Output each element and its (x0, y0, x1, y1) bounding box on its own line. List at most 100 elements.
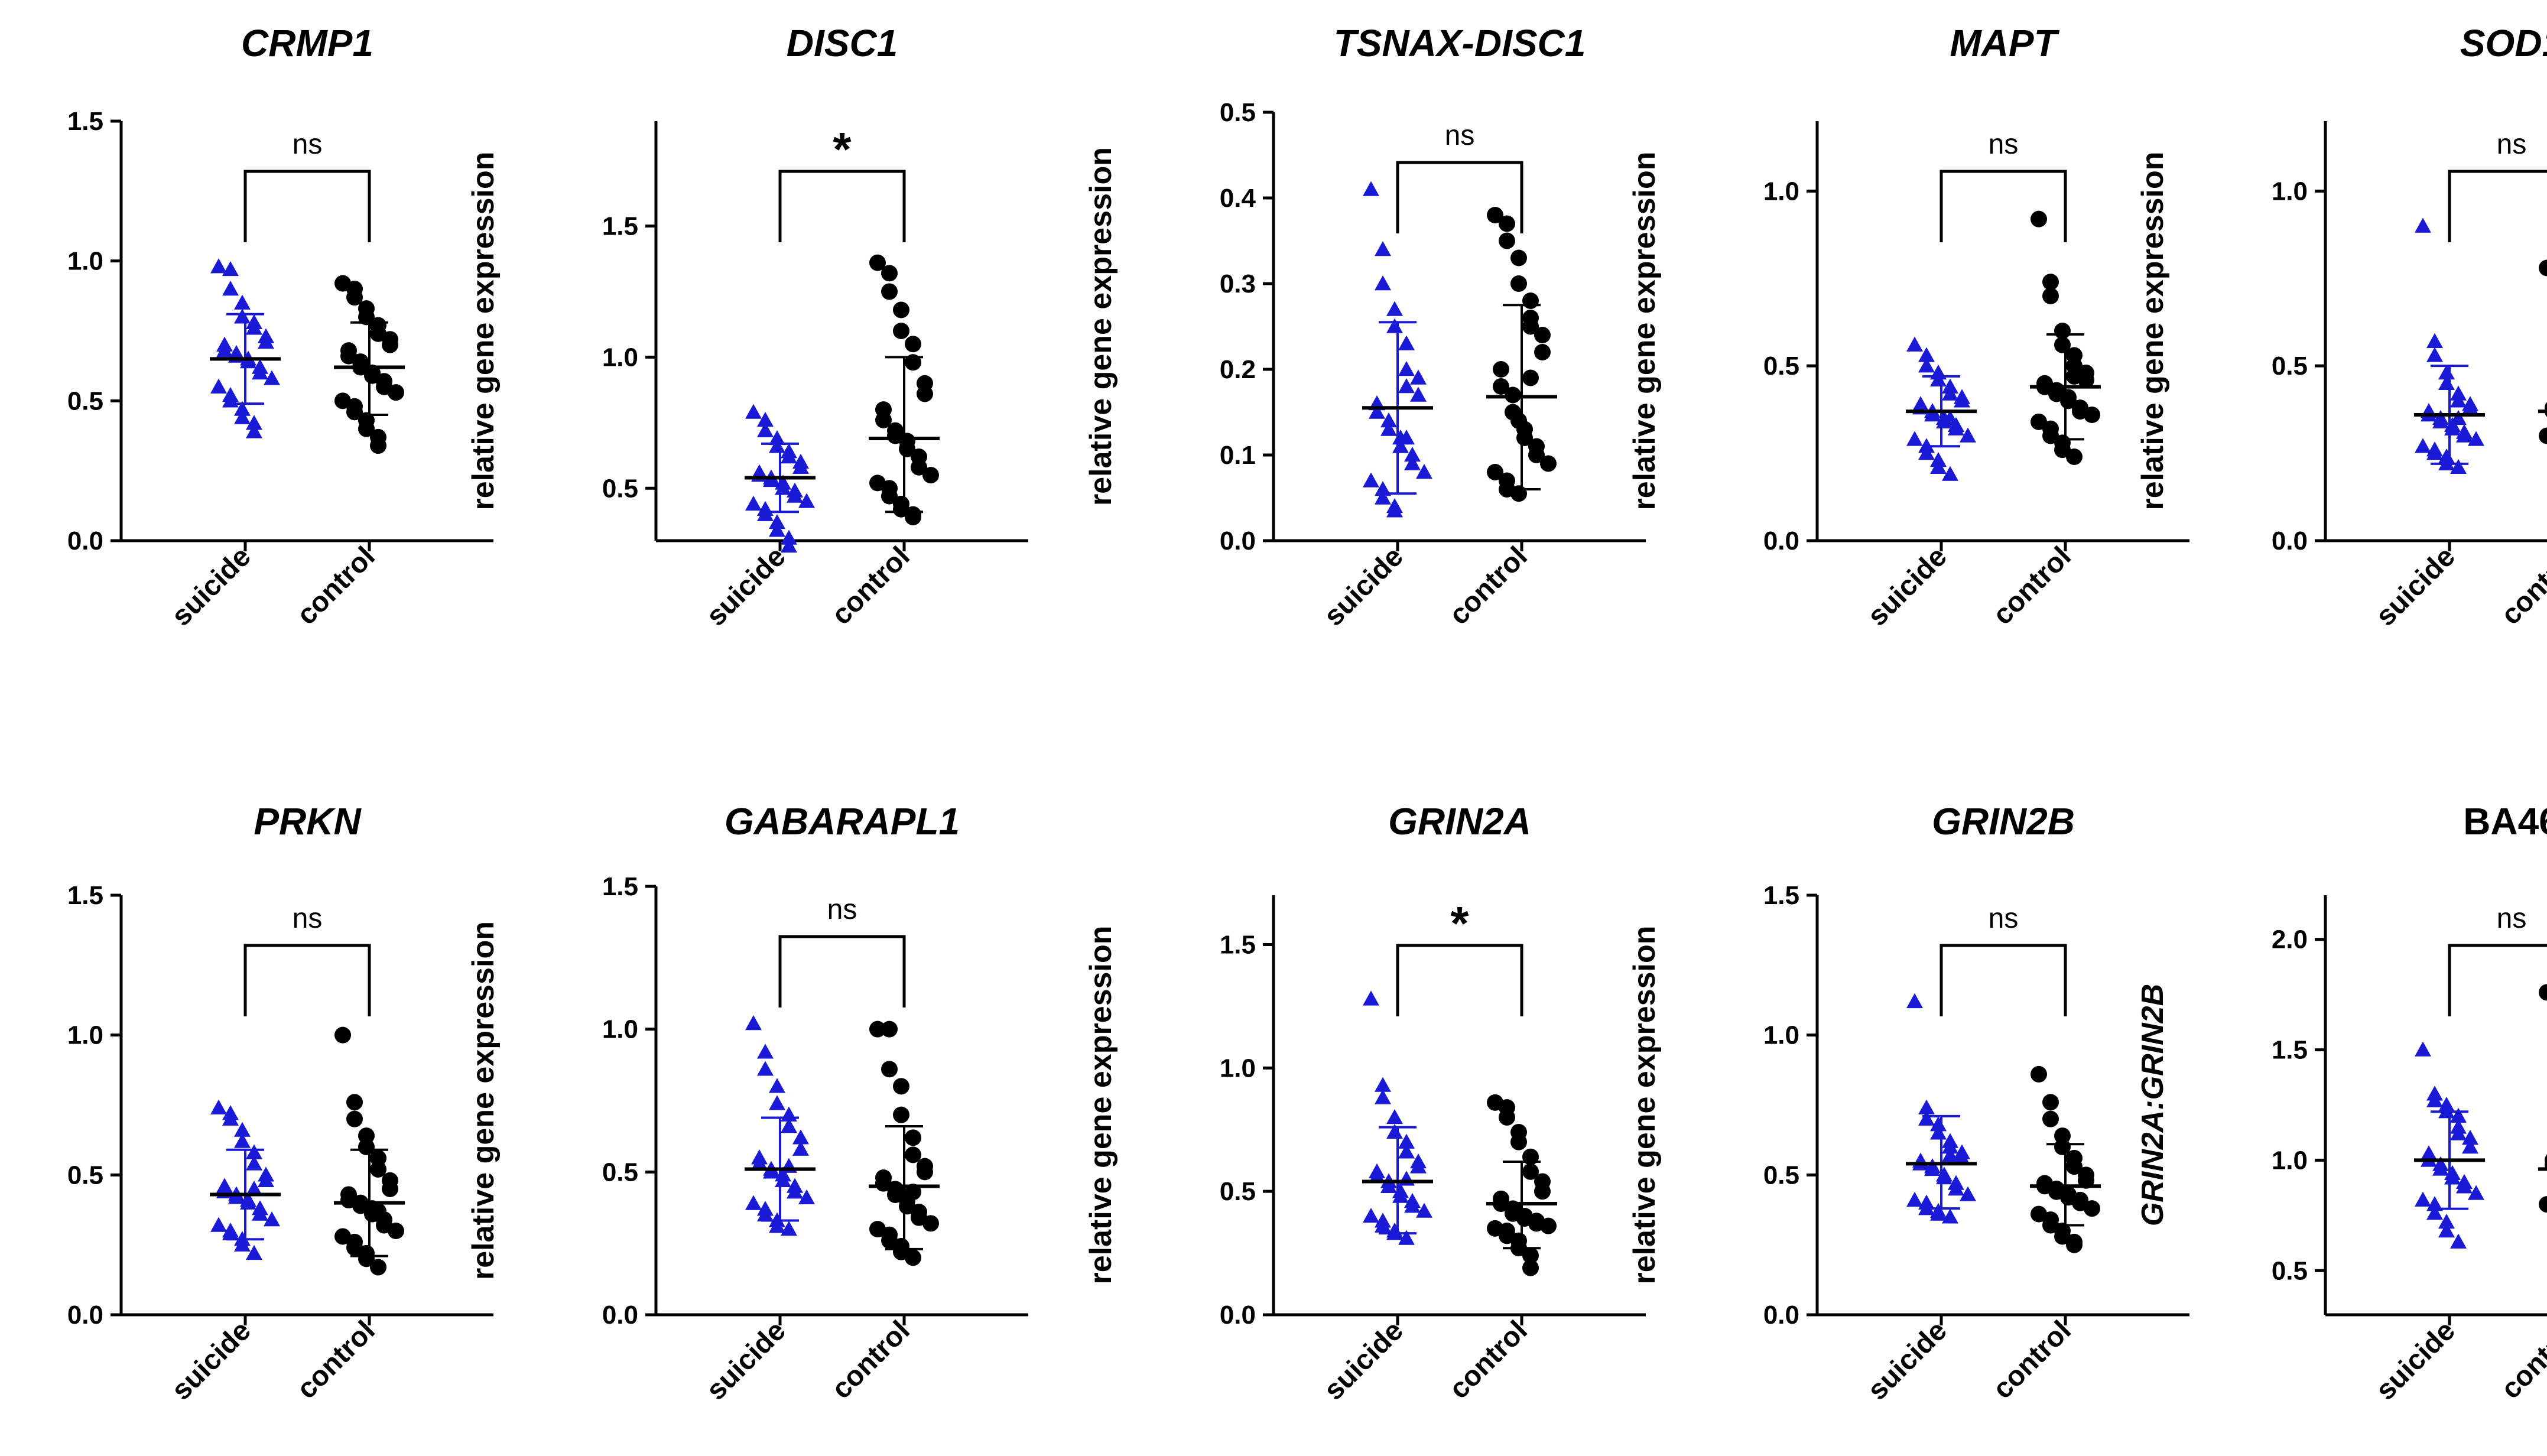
suicide-data-point (787, 1184, 803, 1199)
suicide-data-point (234, 1133, 251, 1148)
control-data-point (1510, 485, 1527, 502)
suicide-data-point (210, 1217, 227, 1232)
control-data-point (2084, 1200, 2100, 1217)
suicide-data-point (1398, 378, 1415, 394)
y-tick-label: 0.0 (1763, 1301, 1799, 1330)
significance-bracket (1396, 944, 1523, 1016)
x-tick-label-control: control (2495, 541, 2547, 630)
suicide-data-point (1960, 1186, 1976, 1201)
suicide-data-point (1930, 1116, 1947, 1132)
x-tick-label-control: control (291, 541, 381, 630)
control-data-point (922, 467, 939, 484)
suicide-data-point (2426, 1092, 2443, 1107)
x-tick-label-suicide: suicide (2370, 541, 2461, 632)
control-data-point (917, 1164, 933, 1181)
suicide-data-point (1906, 336, 1923, 352)
suicide-data-point (1924, 1161, 1941, 1176)
y-tick-label: 1.0 (602, 343, 638, 372)
suicide-data-point (240, 1194, 256, 1210)
chart-panel-crmp1: CRMP1relative gene expression0.00.51.01.… (67, 22, 493, 632)
suicide-data-point (1942, 466, 1958, 481)
control-data-point (346, 1094, 363, 1111)
significance-bracket (2448, 944, 2547, 1016)
control-data-point (905, 1129, 921, 1146)
significance-label: ns (1989, 129, 2019, 160)
panel-title: MAPT (1950, 22, 2059, 64)
suicide-data-point (1375, 1077, 1391, 1092)
suicide-data-point (2415, 1041, 2431, 1057)
control-data-point (2066, 1158, 2083, 1175)
suicide-data-point (258, 333, 274, 349)
control-data-point (1487, 464, 1503, 480)
control-data-point (346, 1110, 363, 1127)
suicide-data-point (1363, 1207, 1379, 1223)
significance-bracket (778, 170, 906, 242)
control-data-point (2054, 1139, 2071, 1155)
y-tick-label: 0.0 (1220, 526, 1256, 555)
suicide-data-point (1392, 438, 1409, 453)
y-tick-label: 0.1 (1220, 441, 1256, 470)
suicide-data-point (234, 409, 251, 424)
suicide-data-point (222, 281, 239, 296)
chart-panel-sod1: SOD1 relative gene expression 0.0 0.5 1.0 sui… (2136, 22, 2547, 632)
control-data-point (1522, 292, 1539, 309)
control-data-point (1522, 1148, 1539, 1165)
control-data-point (2042, 1110, 2059, 1127)
significance-label: ns (827, 894, 857, 925)
control-data-point (2031, 1065, 2047, 1083)
control-data-point (382, 336, 398, 353)
suicide-data-point (2450, 392, 2467, 408)
suicide-data-point (769, 1218, 785, 1233)
suicide-data-point (246, 415, 262, 430)
y-tick-label: 1.5 (2272, 1036, 2308, 1065)
suicide-data-point (2438, 455, 2455, 471)
control-data-point (1534, 327, 1551, 343)
suicide-data-point (2438, 1214, 2455, 1229)
significance-bracket (243, 944, 371, 1016)
suicide-data-point (2415, 438, 2431, 453)
panel-title: CRMP1 (241, 22, 373, 64)
x-tick-label-suicide: suicide (1861, 1315, 1953, 1406)
suicide-data-point (781, 448, 797, 464)
suicide-data-point (246, 320, 262, 335)
y-tick-label: 0.5 (1763, 1161, 1799, 1190)
suicide-data-point (1930, 371, 1947, 387)
y-tick-label: 0.0 (1220, 1301, 1256, 1330)
control-data-point (382, 1181, 398, 1197)
control-data-point (1487, 207, 1503, 223)
suicide-data-point (1380, 1178, 1397, 1194)
suicide-data-point (1954, 392, 1970, 408)
suicide-data-point (1930, 1124, 1947, 1140)
suicide-data-point (2462, 1130, 2478, 1145)
suicide-data-point (2438, 1223, 2455, 1238)
chart-panel-prkn: PRKNrelative gene expression0.00.51.01.5… (67, 800, 493, 1406)
y-axis-label: relative gene expression (1627, 926, 1662, 1285)
suicide-data-point (2444, 420, 2461, 436)
suicide-data-point (781, 537, 797, 553)
control-data-point (2084, 407, 2100, 423)
x-tick-label-suicide: suicide (1861, 541, 1953, 632)
control-data-point (1528, 447, 1545, 463)
suicide-data-point (1369, 404, 1385, 419)
y-tick-label: 1.5 (602, 872, 638, 901)
control-data-point (869, 1020, 886, 1038)
x-tick-label-suicide: suicide (1318, 1315, 1409, 1406)
suicide-data-point (2415, 217, 2431, 233)
x-tick-label-control: control (826, 1315, 915, 1405)
suicide-data-point (1942, 1208, 1958, 1224)
control-data-point (2539, 259, 2547, 277)
y-tick-label: 1.0 (1220, 1054, 1256, 1083)
y-axis-label: relative gene expression (1084, 147, 1118, 506)
suicide-data-point (781, 529, 797, 545)
suicide-data-point (781, 1118, 797, 1133)
suicide-data-point (234, 294, 251, 310)
x-tick-label-control: control (1443, 1315, 1533, 1405)
control-data-point (2031, 210, 2047, 228)
panel-title: SOD1 (2460, 22, 2547, 64)
suicide-data-point (1386, 1225, 1403, 1240)
x-tick-label-suicide: suicide (2370, 1315, 2461, 1406)
suicide-data-point (2426, 1205, 2443, 1220)
y-tick-label: 0.5 (1763, 352, 1799, 381)
control-data-point (893, 323, 909, 339)
y-tick-label: 0.5 (2272, 352, 2308, 381)
